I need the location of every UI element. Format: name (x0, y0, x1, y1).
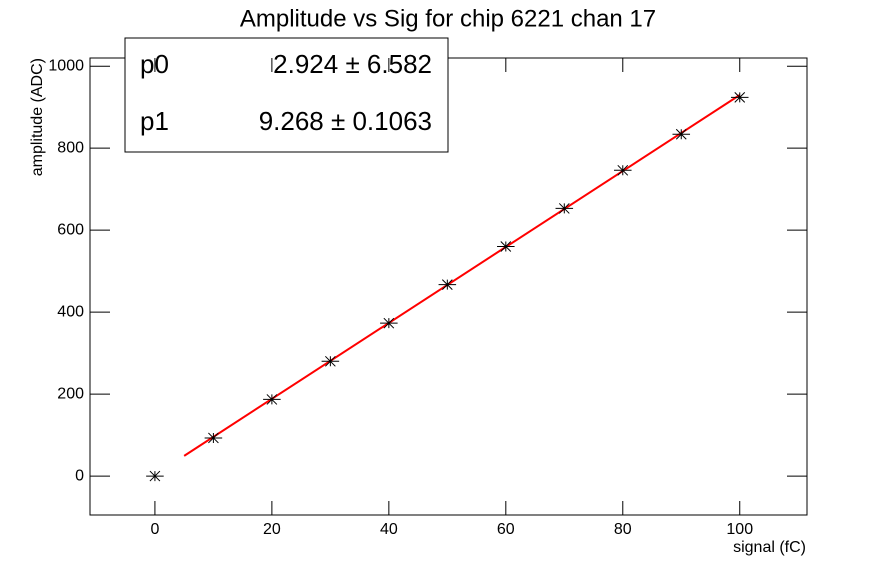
y-tick-label: 800 (57, 139, 84, 156)
x-tick-label: 20 (263, 521, 281, 538)
x-tick-label: 100 (726, 521, 753, 538)
fit-line (183, 94, 741, 457)
marker (500, 241, 512, 252)
stats-name: p0 (140, 49, 169, 79)
x-axis-label: signal (fC) (733, 539, 806, 556)
y-tick-label: 200 (57, 385, 84, 402)
x-tick-label: 40 (380, 521, 398, 538)
chart-title: Amplitude vs Sig for chip 6221 chan 17 (240, 5, 656, 32)
x-tick-label: 0 (150, 521, 159, 538)
marker (325, 355, 336, 367)
marker (441, 279, 453, 291)
marker (208, 432, 219, 444)
marker (617, 164, 629, 176)
stats-value: 2.924 ± 6.582 (273, 49, 432, 79)
marker (266, 394, 278, 405)
y-tick-label: 600 (57, 221, 84, 238)
stats-value: 9.268 ± 0.1063 (259, 106, 432, 136)
marker (675, 128, 687, 140)
y-tick-label: 400 (57, 303, 84, 320)
stats-box (124, 37, 449, 153)
marker (383, 317, 395, 329)
x-tick-label: 80 (614, 521, 632, 538)
x-tick-label: 60 (497, 521, 515, 538)
marker (149, 470, 161, 482)
y-tick-label: 0 (75, 467, 84, 484)
marker (558, 203, 570, 214)
marker (734, 91, 746, 103)
y-tick-label: 1000 (48, 57, 84, 74)
stats-name: p1 (140, 106, 169, 136)
y-axis-label: amplitude (ADC) (29, 58, 46, 176)
